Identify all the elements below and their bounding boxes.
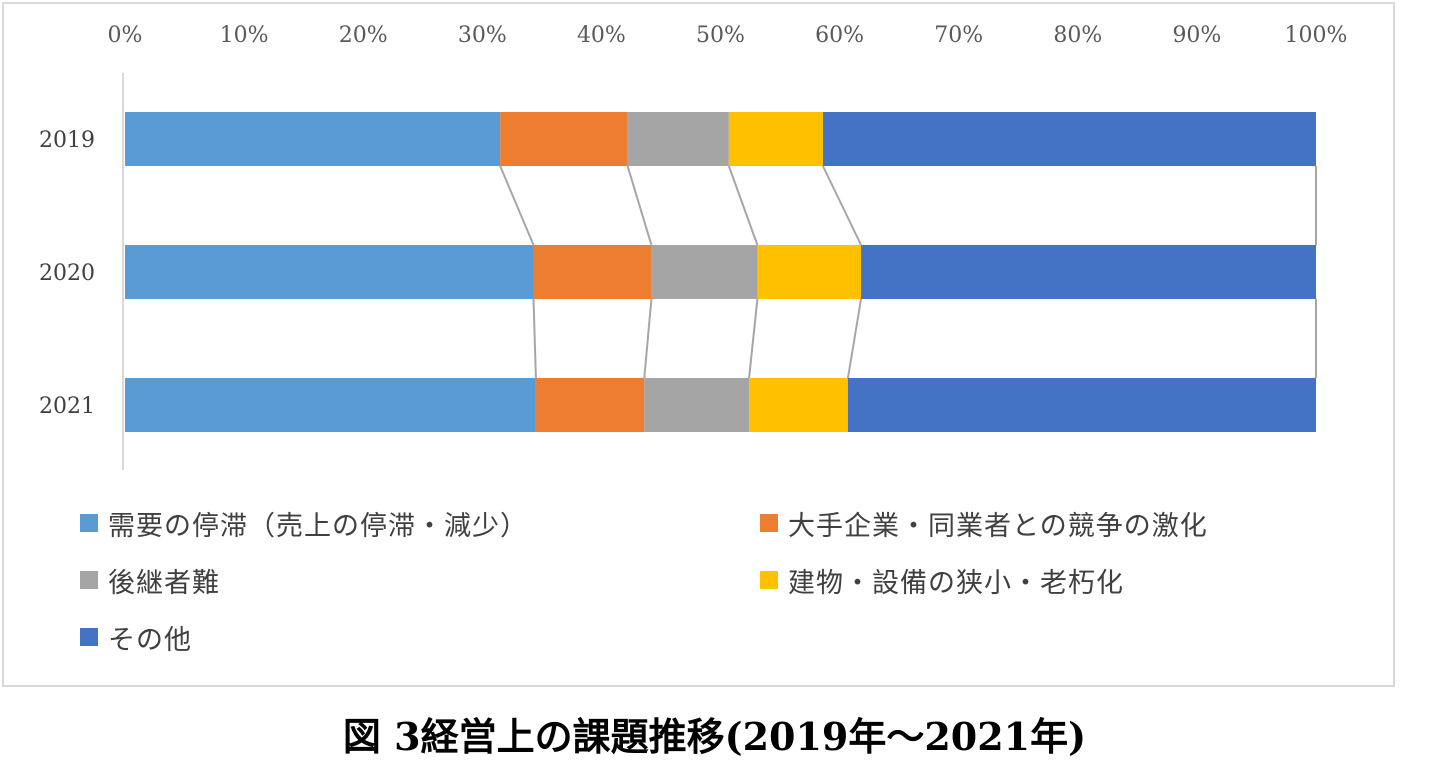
legend-label: 大手企業・同業者との競争の激化: [788, 510, 1208, 542]
x-tick-label: 80%: [1053, 23, 1102, 48]
stacked-bar-chart: 0% 10% 20% 30% 40% 50% 60% 70% 80% 90% 100% 201920…: [39, 23, 1348, 470]
bar-segment: [847, 378, 1316, 432]
bar-segment: [500, 112, 628, 166]
series-line: [822, 165, 862, 246]
bar-segment: [728, 112, 823, 166]
series-line: [748, 298, 759, 379]
x-tick-label: 50%: [696, 23, 745, 48]
figure-caption: 図 3経営上の課題推移(2019年～2021年): [342, 714, 1087, 759]
legend-swatch: [760, 514, 778, 532]
legend-item: 建物・設備の狭小・老朽化: [760, 560, 1124, 600]
x-tick-label: 30%: [458, 23, 507, 48]
category-label: 2020: [39, 261, 95, 286]
legend-label: その他: [108, 624, 192, 656]
series-line: [626, 165, 653, 246]
bar-segment: [627, 112, 729, 166]
legend-item: 需要の停滞（売上の停滞・減少）: [80, 503, 528, 543]
legend-item: 後継者難: [80, 560, 220, 600]
series-line: [846, 298, 863, 379]
category-labels: 2019 2020 2021: [39, 128, 95, 419]
series-line: [643, 298, 653, 379]
bar-segment: [822, 112, 1316, 166]
x-tick-label: 0%: [108, 23, 143, 48]
bar-segment: [651, 245, 758, 299]
x-tick-label: 60%: [815, 23, 864, 48]
bar-segment: [125, 112, 501, 166]
legend-label: 需要の停滞（売上の停滞・減少）: [108, 510, 528, 542]
x-axis-ticks: 0% 10% 20% 30% 40% 50% 60% 70% 80% 90% 100%: [108, 23, 1348, 48]
legend-item: その他: [80, 617, 192, 657]
series-lines: [499, 165, 1317, 379]
category-label: 2021: [39, 394, 95, 419]
series-line: [532, 298, 537, 379]
bar-segment: [757, 245, 862, 299]
x-tick-label: 40%: [577, 23, 626, 48]
category-label: 2019: [39, 128, 95, 153]
series-line: [499, 165, 535, 246]
legend-swatch: [80, 628, 98, 646]
legend-label: 建物・設備の狭小・老朽化: [788, 567, 1124, 599]
bar-segment: [861, 245, 1316, 299]
bars: [125, 112, 1316, 432]
legend-swatch: [80, 571, 98, 589]
legend: 需要の停滞（売上の停滞・減少） 大手企業・同業者との競争の激化後継者難 建物・設備の…: [80, 503, 1380, 673]
legend-swatch: [80, 514, 98, 532]
bar-segment: [125, 245, 534, 299]
x-tick-label: 100%: [1285, 23, 1348, 48]
legend-swatch: [760, 571, 778, 589]
legend-label: 後継者難: [108, 567, 220, 599]
x-tick-label: 10%: [220, 23, 269, 48]
bar-segment: [749, 378, 848, 432]
bar-segment: [535, 378, 645, 432]
bar-segment: [125, 378, 536, 432]
series-line: [727, 165, 759, 246]
bar-segment: [533, 245, 652, 299]
x-tick-label: 90%: [1172, 23, 1221, 48]
bar-segment: [644, 378, 750, 432]
legend-item: 大手企業・同業者との競争の激化: [760, 503, 1208, 543]
x-tick-label: 70%: [934, 23, 983, 48]
x-tick-label: 20%: [339, 23, 388, 48]
